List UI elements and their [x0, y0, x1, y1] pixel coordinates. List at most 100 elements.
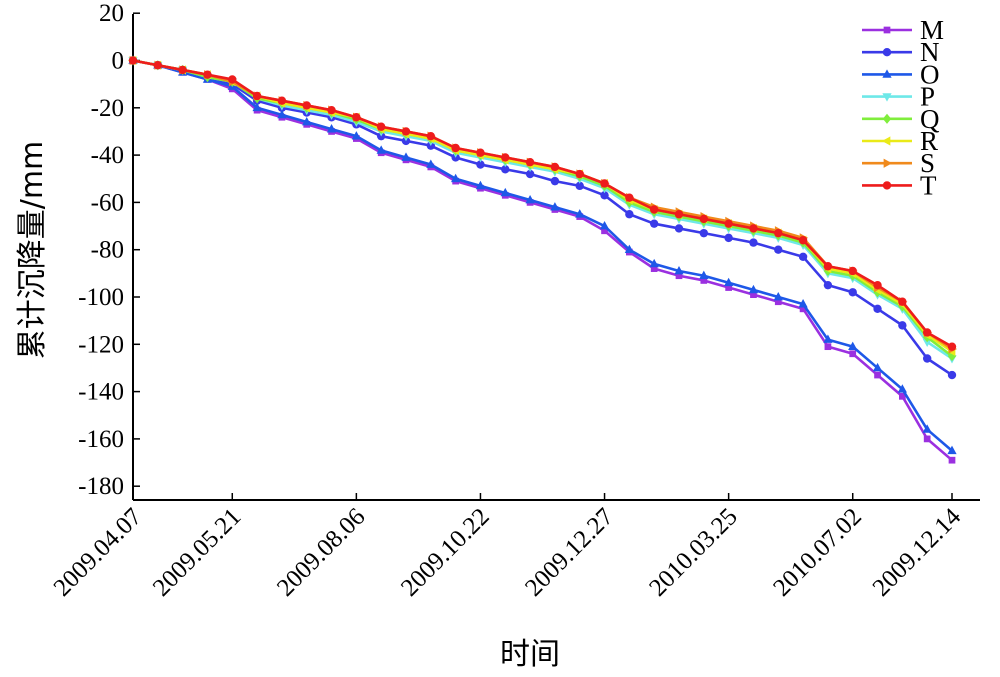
- series-line: [132, 59, 953, 462]
- data-point: [774, 245, 783, 254]
- legend-label: Q: [920, 104, 940, 134]
- data-point: [898, 321, 907, 330]
- axes: 20 0 -20 -40 -60 -80 -100 -120 -140 -160 -180 2009.…: [49, 0, 980, 602]
- data-point: [302, 116, 312, 126]
- series-T: [128, 56, 957, 351]
- y-tick-label: 0: [112, 48, 125, 75]
- data-point: [326, 124, 337, 133]
- data-point: [401, 127, 411, 136]
- series-line: [132, 59, 953, 377]
- y-tick-label: -20: [91, 95, 124, 122]
- data-point: [699, 270, 709, 280]
- data-point: [401, 152, 411, 161]
- x-tick-label: 2010.07.02: [768, 503, 867, 602]
- data-point: [798, 236, 808, 245]
- legend-label: N: [920, 37, 940, 67]
- x-tick-label: 2010.03.25: [644, 503, 743, 602]
- data-point: [501, 165, 510, 174]
- data-point: [203, 70, 212, 79]
- data-point: [426, 131, 436, 141]
- data-point: [798, 299, 808, 308]
- legend-item-P: P: [862, 82, 935, 112]
- data-point: [599, 221, 610, 230]
- data-point: [649, 219, 659, 228]
- data-point: [525, 157, 535, 167]
- data-point: [848, 341, 858, 351]
- data-point: [327, 105, 336, 115]
- y-tick-label: 20: [99, 0, 124, 27]
- data-point: [873, 280, 882, 290]
- data-point: [823, 334, 833, 343]
- data-point: [947, 445, 957, 455]
- data-point: [724, 233, 733, 243]
- data-point: [475, 180, 486, 190]
- y-tick-label: -80: [91, 237, 124, 264]
- x-tick-label: 2009.05.21: [148, 503, 247, 602]
- series-M: [129, 57, 956, 464]
- data-point: [674, 265, 684, 275]
- legend-item-O: O: [862, 59, 940, 89]
- data-point: [724, 219, 733, 228]
- series-Q: [128, 55, 957, 362]
- data-point: [823, 262, 833, 271]
- data-point: [798, 252, 808, 261]
- series-layer: [127, 55, 958, 464]
- data-point: [898, 297, 907, 306]
- data-point: [749, 224, 758, 233]
- data-point: [923, 435, 931, 443]
- y-tick-label: -60: [91, 189, 124, 216]
- data-point: [178, 65, 187, 75]
- data-point: [550, 176, 560, 186]
- data-point: [848, 266, 857, 276]
- data-point: [228, 75, 237, 84]
- data-point: [725, 284, 732, 291]
- data-point: [500, 187, 510, 197]
- data-point: [376, 122, 386, 131]
- data-point: [899, 392, 906, 400]
- data-point: [600, 191, 609, 200]
- data-point: [699, 228, 709, 238]
- legend-item-Q: Q: [862, 104, 940, 134]
- legend-label: R: [920, 126, 938, 156]
- data-point: [649, 205, 659, 214]
- data-point: [922, 354, 932, 363]
- data-point: [799, 305, 807, 313]
- legend-label: M: [920, 15, 944, 45]
- data-point: [252, 91, 262, 101]
- data-point: [882, 93, 892, 102]
- data-point: [601, 227, 608, 235]
- data-point: [451, 173, 461, 183]
- data-point: [922, 328, 932, 337]
- data-point: [550, 162, 560, 172]
- data-point: [128, 56, 138, 65]
- data-point: [748, 284, 759, 294]
- data-point: [352, 113, 361, 122]
- data-point: [874, 371, 881, 379]
- data-point: [774, 298, 782, 306]
- data-point: [872, 362, 883, 372]
- legend-item-N: N: [862, 37, 940, 67]
- data-point: [550, 202, 560, 211]
- data-point: [724, 277, 734, 287]
- data-point: [625, 210, 634, 219]
- y-tick-label: -140: [78, 379, 124, 406]
- data-point: [882, 69, 892, 78]
- data-point: [699, 214, 709, 224]
- data-point: [600, 179, 609, 188]
- data-point: [277, 96, 287, 105]
- legend-label: T: [920, 170, 937, 200]
- data-point: [675, 272, 683, 280]
- series-O: [128, 55, 957, 455]
- data-point: [824, 343, 832, 351]
- data-point: [624, 244, 634, 254]
- x-tick-label: 2009.08.06: [272, 503, 371, 602]
- data-point: [525, 194, 535, 204]
- data-point: [650, 265, 658, 272]
- series-line: [132, 59, 953, 358]
- data-point: [649, 258, 659, 268]
- x-tick-label: 2009.12.14: [868, 503, 967, 602]
- data-point: [881, 136, 891, 146]
- data-point: [625, 193, 634, 202]
